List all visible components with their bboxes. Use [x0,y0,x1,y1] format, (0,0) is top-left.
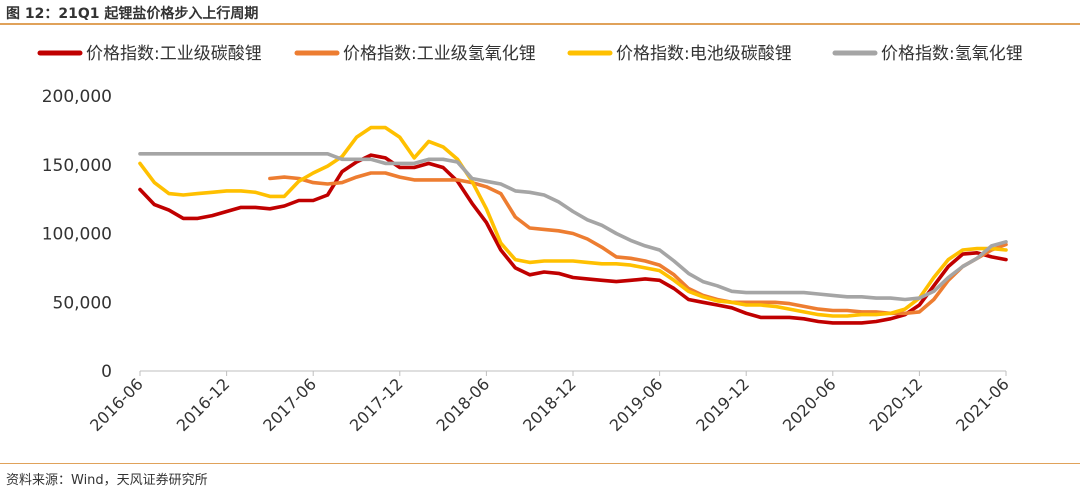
x-axis: 2016-06 2016-12 2017-06 2017-12 2018-06 2018-… [86,370,1013,435]
x-tick-label: 2021-06 [952,374,1013,435]
x-tick-label: 2018-06 [433,374,494,435]
legend-label: 价格指数:工业级氢氧化锂 [343,44,536,64]
bottom-rule [0,463,1080,464]
x-tick-label: 2016-12 [173,374,234,435]
y-tick-label: 200,000 [42,87,112,107]
y-tick-label: 50,000 [53,293,112,313]
legend-label: 价格指数:工业级碳酸锂 [86,44,262,64]
y-axis-ticks: 0 50,000 100,000 150,000 200,000 [42,87,112,382]
legend-label: 价格指数:氢氧化锂 [881,44,1023,64]
y-tick-label: 150,000 [42,156,112,176]
x-tick-label: 2018-12 [519,374,580,435]
series-line-4 [138,152,1008,302]
figure-source: 资料来源：Wind，天风证券研究所 [6,473,208,488]
x-tick-label: 2019-12 [692,374,753,435]
x-tick-label: 2017-12 [346,374,407,435]
figure-title: 图 12：21Q1 起锂盐价格步入上行周期 [6,6,259,22]
x-tick-label: 2019-06 [606,374,667,435]
series-line-3 [138,125,1008,318]
x-tick-label: 2016-06 [86,374,147,435]
chart-legend: 价格指数:工业级碳酸锂 价格指数:工业级氢氧化锂 价格指数:电池级碳酸锂 价格指数:氢… [37,44,1023,64]
x-tick-label: 2020-06 [779,374,840,435]
x-tick-label: 2020-12 [866,374,927,435]
y-tick-label: 100,000 [42,225,112,245]
x-tick-label: 2017-06 [259,374,320,435]
series-line-1 [138,153,1008,325]
y-tick-label: 0 [101,362,112,382]
top-rule [0,23,1080,25]
chart-series [138,125,1008,325]
legend-label: 价格指数:电池级碳酸锂 [616,44,792,64]
